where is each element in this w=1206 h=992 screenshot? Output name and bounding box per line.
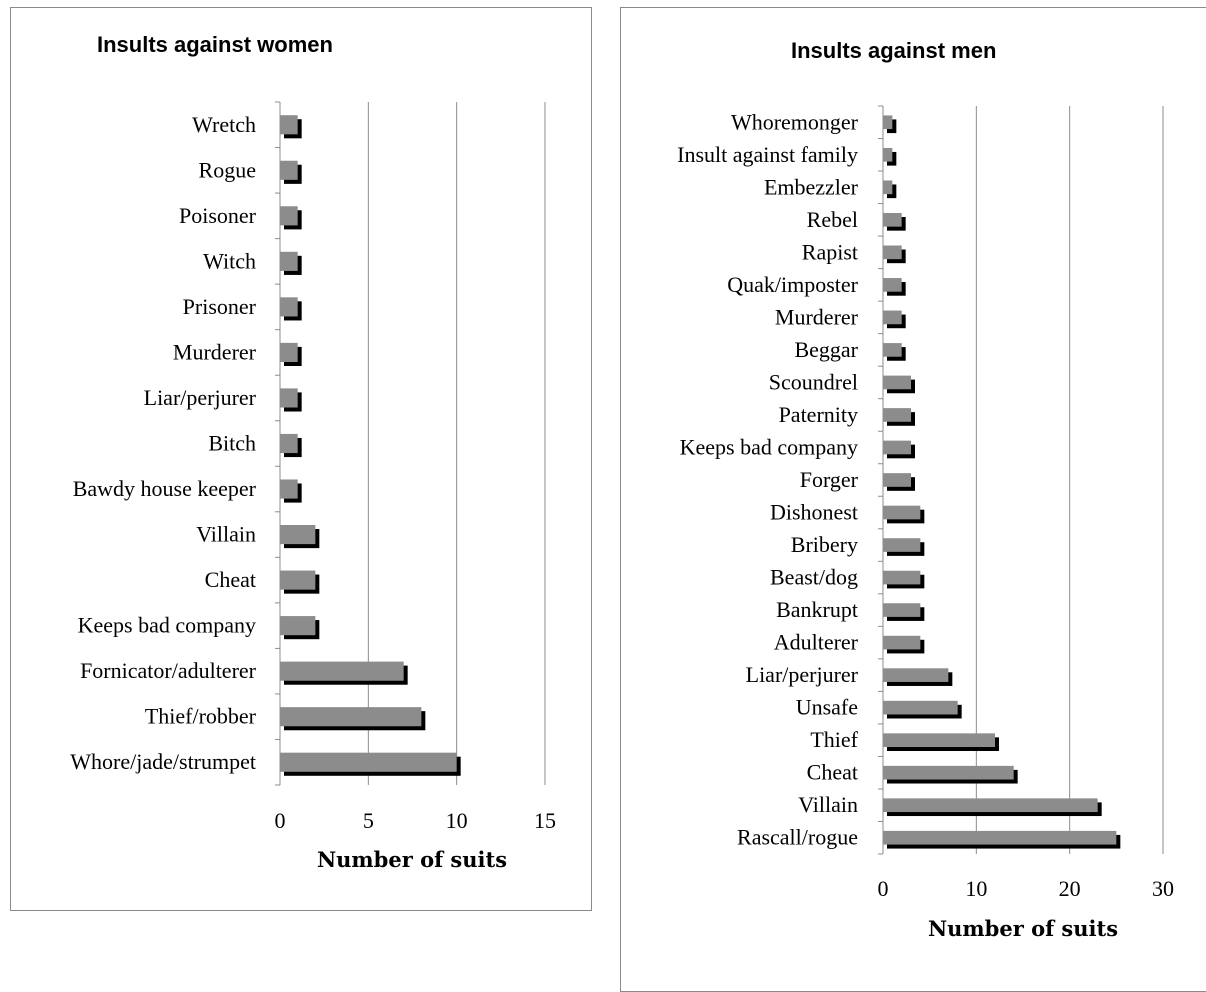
women-category-label: Bitch xyxy=(208,431,256,456)
men-category-label: Bribery xyxy=(791,532,858,557)
women-bar xyxy=(280,525,316,545)
women-category-label: Prisoner xyxy=(183,294,257,319)
men-bar xyxy=(883,538,921,552)
men-category-label: Adulterer xyxy=(774,630,859,655)
men-category-label: Murderer xyxy=(775,304,859,329)
women-x-axis-title: Number of suits xyxy=(317,847,507,872)
men-bar xyxy=(883,765,1014,780)
women-bar xyxy=(280,661,404,681)
men-bar xyxy=(883,278,902,292)
women-category-label: Thief/robber xyxy=(145,704,257,729)
men-category-label: Embezzler xyxy=(764,174,859,199)
men-x-axis-title: Number of suits xyxy=(928,916,1118,941)
men-category-label: Thief xyxy=(810,727,858,752)
men-category-label: Rascall/rogue xyxy=(737,825,858,850)
men-bar xyxy=(883,343,902,357)
women-bar xyxy=(280,388,298,408)
men-bar xyxy=(883,700,958,715)
men-bar xyxy=(883,668,949,682)
women-x-tick-label: 10 xyxy=(446,808,468,833)
men-category-label: Unsafe xyxy=(796,695,858,720)
men-category-label: Scoundrel xyxy=(769,369,858,394)
men-bar xyxy=(883,440,911,455)
men-bar xyxy=(883,212,902,227)
women-category-label: Murderer xyxy=(173,339,257,364)
men-bar xyxy=(883,245,902,260)
men-x-tick-label: 10 xyxy=(965,876,987,901)
women-bar xyxy=(280,570,316,590)
women-category-label: Liar/perjurer xyxy=(144,385,257,410)
women-bar xyxy=(280,479,298,499)
men-category-label: Rebel xyxy=(807,207,858,232)
men-category-label: Cheat xyxy=(807,760,858,785)
women-category-label: Fornicator/adulterer xyxy=(80,658,257,683)
women-category-label: Witch xyxy=(203,248,256,273)
men-bar xyxy=(883,310,902,325)
men-category-label: Dishonest xyxy=(770,500,858,525)
women-bar xyxy=(280,433,298,454)
men-category-label: Villain xyxy=(798,792,858,817)
women-bar xyxy=(280,160,298,180)
men-bar xyxy=(883,733,995,748)
women-bar xyxy=(280,115,298,135)
men-bar xyxy=(883,375,911,390)
women-bar xyxy=(280,342,298,362)
men-category-label: Keeps bad company xyxy=(680,434,858,459)
men-category-label: Paternity xyxy=(779,402,858,427)
women-x-tick-label: 0 xyxy=(275,808,286,833)
men-bar xyxy=(883,830,1117,845)
men-bar xyxy=(883,635,921,650)
women-category-label: Keeps bad company xyxy=(78,613,256,638)
men-bar xyxy=(883,603,921,617)
men-x-tick-label: 0 xyxy=(878,876,889,901)
women-category-label: Cheat xyxy=(205,567,256,592)
women-bar xyxy=(280,297,298,317)
women-bar xyxy=(280,206,298,226)
men-x-tick-label: 30 xyxy=(1152,876,1174,901)
men-category-label: Forger xyxy=(800,467,859,492)
men-bar xyxy=(883,570,921,585)
men-category-label: Liar/perjurer xyxy=(746,662,859,687)
women-category-label: Poisoner xyxy=(179,203,257,228)
men-bar xyxy=(883,473,911,487)
men-bar xyxy=(883,147,893,162)
men-bar xyxy=(883,505,921,520)
women-bar xyxy=(280,707,422,727)
men-category-label: Insult against family xyxy=(677,142,858,167)
women-bar xyxy=(280,752,457,772)
men-category-label: Bankrupt xyxy=(776,597,858,622)
men-chart-panel: Insults against men xyxy=(620,7,1206,992)
women-x-tick-label: 5 xyxy=(363,808,374,833)
men-bar xyxy=(883,798,1098,813)
men-category-label: Whoremonger xyxy=(731,109,859,134)
men-bar xyxy=(883,408,911,422)
women-bar xyxy=(280,251,298,271)
men-category-label: Quak/imposter xyxy=(727,272,858,297)
women-chart-title: Insults against women xyxy=(97,32,333,57)
men-category-label: Beggar xyxy=(794,337,858,362)
women-x-tick-label: 15 xyxy=(534,808,556,833)
men-bar xyxy=(883,115,893,130)
women-category-label: Bawdy house keeper xyxy=(73,476,257,501)
men-chart-title: Insults against men xyxy=(791,38,997,63)
men-x-tick-label: 20 xyxy=(1059,876,1081,901)
men-category-label: Beast/dog xyxy=(770,565,858,590)
women-category-label: Wretch xyxy=(192,112,256,137)
women-category-label: Rogue xyxy=(199,157,256,182)
women-bar xyxy=(280,616,316,636)
women-category-label: Whore/jade/strumpet xyxy=(70,749,256,774)
men-bar xyxy=(883,180,893,195)
men-category-label: Rapist xyxy=(802,239,858,264)
women-category-label: Villain xyxy=(196,522,256,547)
